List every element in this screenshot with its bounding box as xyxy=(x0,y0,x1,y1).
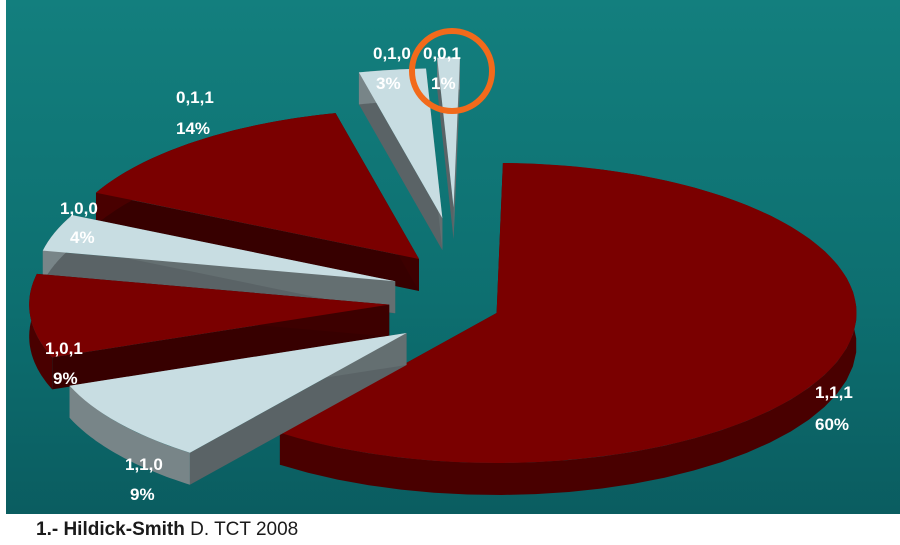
slice-top-011 xyxy=(96,113,419,259)
label-010-percent: 3% xyxy=(376,74,401,93)
slice-face-start-001 xyxy=(437,57,454,240)
slice-top-001 xyxy=(437,57,460,208)
slice-101 xyxy=(29,273,390,390)
label-110-name: 1,1,0 xyxy=(125,455,163,474)
label-101-name: 1,0,1 xyxy=(45,339,83,358)
slice-face-start-010 xyxy=(358,72,443,251)
label-100-percent: 4% xyxy=(70,228,95,247)
label-111-name: 1,1,1 xyxy=(815,383,853,402)
slice-top-110 xyxy=(69,332,407,453)
slice-face-start-011 xyxy=(95,192,419,291)
slice-010 xyxy=(358,68,443,251)
label-011-percent: 14% xyxy=(176,119,210,138)
slice-111 xyxy=(279,163,857,495)
slice-face-end-001 xyxy=(453,57,460,240)
label-011-name: 0,1,1 xyxy=(176,88,214,107)
label-100-name: 1,0,0 xyxy=(60,199,98,218)
label-001-name: 0,0,1 xyxy=(423,44,461,63)
slice-labels: 1,1,1 60% 1,1,0 9% 1,0,1 9% 1,0,0 4% 0,1… xyxy=(45,44,853,504)
slice-110 xyxy=(69,332,407,485)
citation-author: 1.- Hildick-Smith xyxy=(36,519,185,540)
slices-group xyxy=(29,57,857,495)
slice-001 xyxy=(437,57,460,240)
slice-top-111 xyxy=(279,163,857,463)
highlight-circle xyxy=(409,28,495,114)
slice-side-111 xyxy=(279,163,857,495)
slice-top-101 xyxy=(29,273,390,358)
slice-side-110 xyxy=(69,385,190,485)
citation: 1.- Hildick-Smith D. TCT 2008 xyxy=(6,514,900,545)
label-101-percent: 9% xyxy=(53,369,78,388)
label-111-percent: 60% xyxy=(815,415,849,434)
label-010-name: 0,1,0 xyxy=(373,44,411,63)
label-001-percent: 1% xyxy=(431,74,456,93)
slice-top-100 xyxy=(42,215,396,282)
slice-top-010 xyxy=(358,68,443,219)
label-110-percent: 9% xyxy=(130,485,155,504)
slice-011 xyxy=(95,113,419,291)
citation-rest: D. TCT 2008 xyxy=(184,519,299,540)
